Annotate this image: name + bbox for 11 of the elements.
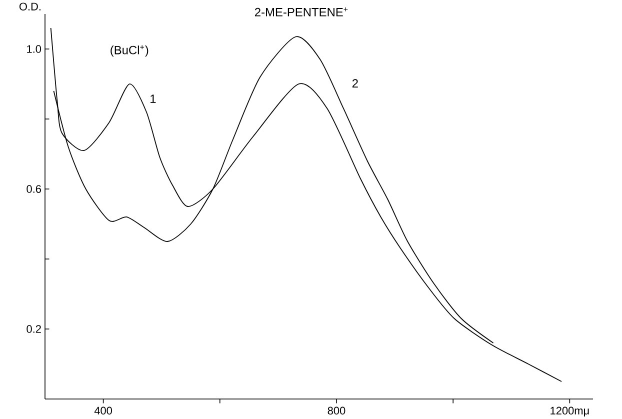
annotation: 2-ME-PENTENE$^{+}$ [254,7,348,16]
annotation: 1 [150,94,156,103]
y-tick-label: 0.2 [26,325,41,333]
y-axis-title: O.D. [19,2,40,10]
annotation: 2 [352,79,358,88]
x-tick-label: 800 [328,406,346,415]
y-tick-label: 0.6 [26,185,41,193]
x-tick-label: 400 [94,406,112,415]
y-tick-label: 1.0 [27,45,42,53]
x-tick-label: 1200mμ [550,406,589,417]
annotation: (BuCl$^{+}$) [110,45,148,57]
